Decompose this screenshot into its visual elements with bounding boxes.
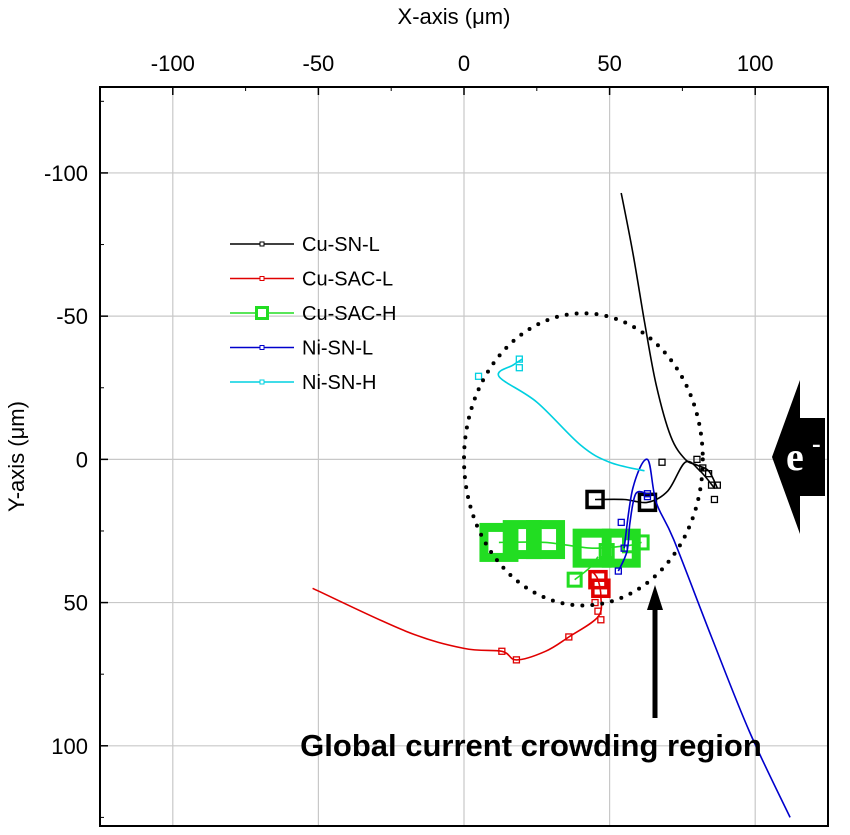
legend-entry: Cu-SAC-H: [230, 303, 396, 325]
data-point: [479, 522, 519, 562]
series-line: [312, 570, 603, 661]
legend-label: Cu-SN-L: [302, 234, 380, 256]
data-point: [565, 633, 573, 641]
data-point: [658, 458, 666, 466]
legend-marker: [259, 276, 265, 281]
electron-flow-arrow: [772, 380, 825, 534]
legend: Cu-SN-L Cu-SAC-L Cu-SAC-H Ni-SN-L Ni-SN-H: [230, 234, 396, 394]
crowding-ellipse: [462, 311, 705, 608]
legend-entry: Cu-SAC-L: [230, 269, 393, 291]
x-tick-label: 100: [737, 51, 774, 76]
axes: -100 -50 0 50 100 -100 -50 0 50 100 X-axis (μm) Y-a…: [4, 4, 829, 818]
legend-label: Cu-SAC-L: [302, 269, 393, 291]
data-point: [707, 481, 716, 489]
annotations: Global current crowding region e -: [300, 380, 825, 763]
data-point: [512, 656, 521, 664]
series-line: [497, 358, 645, 472]
crowding-region-ellipse: [462, 311, 705, 608]
legend-marker: [259, 345, 265, 350]
data-point: [566, 571, 583, 588]
data-point: [614, 567, 622, 575]
legend-label: Ni-SN-L: [302, 338, 373, 360]
legend-entry: Ni-SN-H: [230, 372, 376, 394]
legend-marker: [255, 306, 269, 320]
legend-label: Cu-SAC-H: [302, 303, 396, 325]
data-point: [693, 455, 701, 464]
data-point: [643, 492, 652, 501]
y-axis-title: Y-axis (μm): [4, 401, 29, 512]
electron-superscript: -: [812, 429, 821, 458]
x-tick-label: -100: [151, 51, 195, 76]
data-point: [515, 364, 523, 372]
data-point: [704, 470, 713, 478]
legend-entry: Ni-SN-L: [230, 338, 373, 360]
grid: [100, 87, 828, 826]
crowding-arrow-head: [647, 585, 663, 610]
y-tick-label: 50: [64, 591, 88, 616]
data-point: [597, 616, 605, 624]
series-line: [498, 541, 642, 550]
series-layer: [312, 192, 791, 818]
data-point: [474, 372, 483, 380]
x-tick-label: -50: [303, 51, 335, 76]
electron-label: e: [786, 434, 804, 479]
y-tick-label: -50: [56, 304, 88, 329]
data-point: [515, 355, 523, 363]
series-cu-sn-l: [585, 192, 721, 513]
data-point: [585, 489, 605, 510]
x-axis-title: X-axis (μm): [398, 4, 511, 29]
legend-marker: [259, 241, 265, 247]
data-point: [594, 607, 602, 615]
data-point: [620, 544, 628, 552]
series-cu-sac-h: [479, 520, 650, 588]
series-line: [623, 458, 791, 818]
series-ni-sn-l: [614, 458, 791, 818]
legend-entry: Cu-SN-L: [230, 234, 380, 256]
series-ni-sn-h: [474, 355, 645, 472]
x-tick-label: 0: [458, 51, 470, 76]
data-point: [601, 528, 641, 568]
y-tick-label: 100: [51, 734, 88, 759]
y-tick-label: -100: [44, 161, 88, 186]
data-point: [710, 495, 719, 504]
series-cu-sac-l: [312, 569, 611, 664]
series-line: [620, 192, 719, 489]
y-tick-label: 0: [76, 447, 88, 472]
data-point: [591, 598, 599, 607]
series-line: [617, 490, 648, 572]
crowding-region-label: Global current crowding region: [300, 728, 762, 763]
data-point: [502, 520, 542, 560]
legend-label: Ni-SN-H: [302, 372, 376, 394]
data-point: [498, 647, 506, 655]
legend-marker: [259, 379, 265, 385]
data-point: [526, 520, 566, 560]
data-point: [617, 518, 625, 527]
data-point: [588, 569, 608, 590]
x-tick-label: 50: [597, 51, 621, 76]
